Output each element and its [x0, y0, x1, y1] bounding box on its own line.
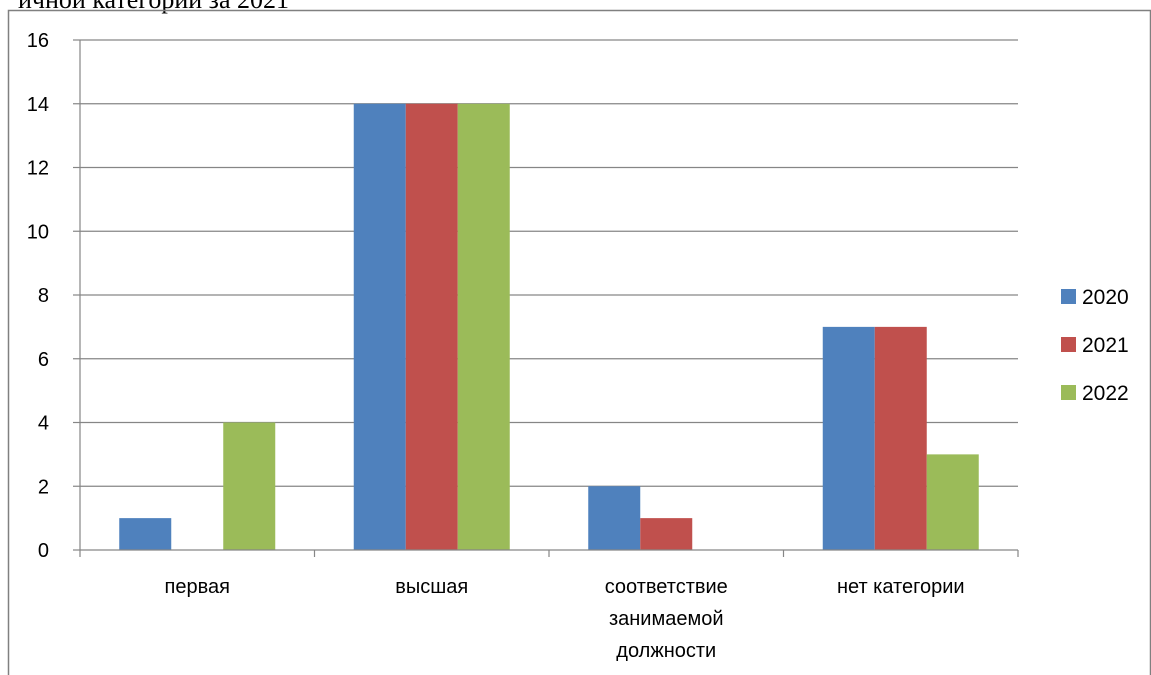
legend-swatch-2021	[1061, 337, 1076, 352]
y-tick-label: 6	[38, 349, 49, 371]
axes	[73, 39, 1019, 557]
legend-label-2021: 2021	[1082, 334, 1129, 357]
bar-2021-3	[874, 326, 927, 550]
bar-2021-2	[640, 518, 693, 550]
y-tick-label: 14	[27, 94, 49, 116]
category-labels: первая высшая соответствие занимаемой должно…	[165, 576, 965, 662]
legend-label-2020: 2020	[1082, 286, 1129, 309]
category-label: занимаемой	[609, 608, 724, 630]
clipped-heading-text: ичной категории за 2021	[18, 0, 289, 14]
bar-2020-2	[588, 486, 641, 550]
category-label: соответствие	[605, 576, 728, 598]
bars	[119, 103, 979, 550]
legend-swatch-2022	[1061, 385, 1076, 400]
y-tick-labels: 0 2 4 6 8 10 12 14 16	[27, 30, 49, 562]
y-tick-label: 2	[38, 476, 49, 498]
bar-2020-3	[822, 326, 875, 550]
y-tick-label: 8	[38, 285, 49, 307]
legend-swatch-2020	[1061, 289, 1076, 304]
bar-2022-1	[457, 103, 510, 550]
y-tick-label: 4	[38, 413, 49, 435]
legend-label-2022: 2022	[1082, 382, 1129, 405]
bar-2022-3	[926, 454, 979, 550]
y-tick-label: 0	[38, 540, 49, 562]
legend: 2020 2021 2022	[1061, 286, 1129, 405]
category-label: должности	[616, 640, 716, 662]
bar-2022-0	[223, 422, 276, 550]
y-tick-label: 16	[27, 30, 49, 52]
category-label: первая	[165, 576, 230, 598]
bar-2020-0	[119, 518, 172, 550]
y-tick-label: 12	[27, 158, 49, 180]
y-tick-label: 10	[27, 221, 49, 243]
category-label: нет категории	[837, 576, 965, 598]
category-label: высшая	[395, 576, 468, 598]
bar-2020-1	[353, 103, 406, 550]
bar-2021-1	[405, 103, 458, 550]
